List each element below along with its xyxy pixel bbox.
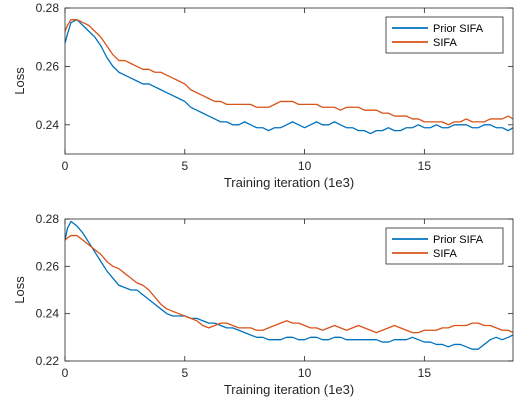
x-tick-label: 0 [62, 366, 69, 380]
y-tick-label: 0.26 [36, 259, 60, 273]
legend-label: SIFA [433, 248, 458, 260]
x-tick-label: 5 [181, 366, 188, 380]
series-line-sifa [65, 19, 513, 126]
x-tick-label: 15 [418, 159, 432, 173]
y-tick-label: 0.26 [36, 59, 60, 73]
y-tick-label: 0.28 [36, 1, 60, 15]
y-tick-label: 0.28 [36, 212, 60, 226]
series-line-prior-sifa [65, 19, 513, 135]
series-line-sifa [65, 234, 513, 334]
legend: Prior SIFA SIFA [385, 16, 504, 54]
legend: Prior SIFA SIFA [385, 227, 504, 265]
chart-panel-2: 0 5 10 15 0.22 0.24 0.26 0.28 Training iteration… [12, 212, 514, 397]
legend-label: SIFA [433, 37, 458, 49]
series-line-prior-sifa [65, 220, 513, 350]
legend-label: Prior SIFA [433, 234, 484, 246]
x-tick-label: 0 [62, 159, 69, 173]
chart-panel-1: 0 5 10 15 0.24 0.26 0.28 Training iteration (1e… [12, 1, 514, 190]
x-tick-label: 10 [298, 366, 312, 380]
x-tick-label: 5 [181, 159, 188, 173]
x-axis-label: Training iteration (1e3) [224, 382, 354, 397]
x-axis-label: Training iteration (1e3) [224, 175, 354, 190]
x-tick-label: 15 [418, 366, 432, 380]
legend-label: Prior SIFA [433, 23, 484, 35]
y-tick-label: 0.24 [36, 118, 60, 132]
y-axis-label: Loss [12, 276, 27, 304]
y-tick-label: 0.24 [36, 307, 60, 321]
legend-box [385, 16, 504, 54]
axes-box [64, 218, 514, 362]
x-tick-label: 10 [298, 159, 312, 173]
y-tick-label: 0.22 [36, 354, 60, 368]
y-axis-label: Loss [12, 67, 27, 95]
axes-box [64, 7, 514, 155]
legend-box [385, 227, 504, 265]
